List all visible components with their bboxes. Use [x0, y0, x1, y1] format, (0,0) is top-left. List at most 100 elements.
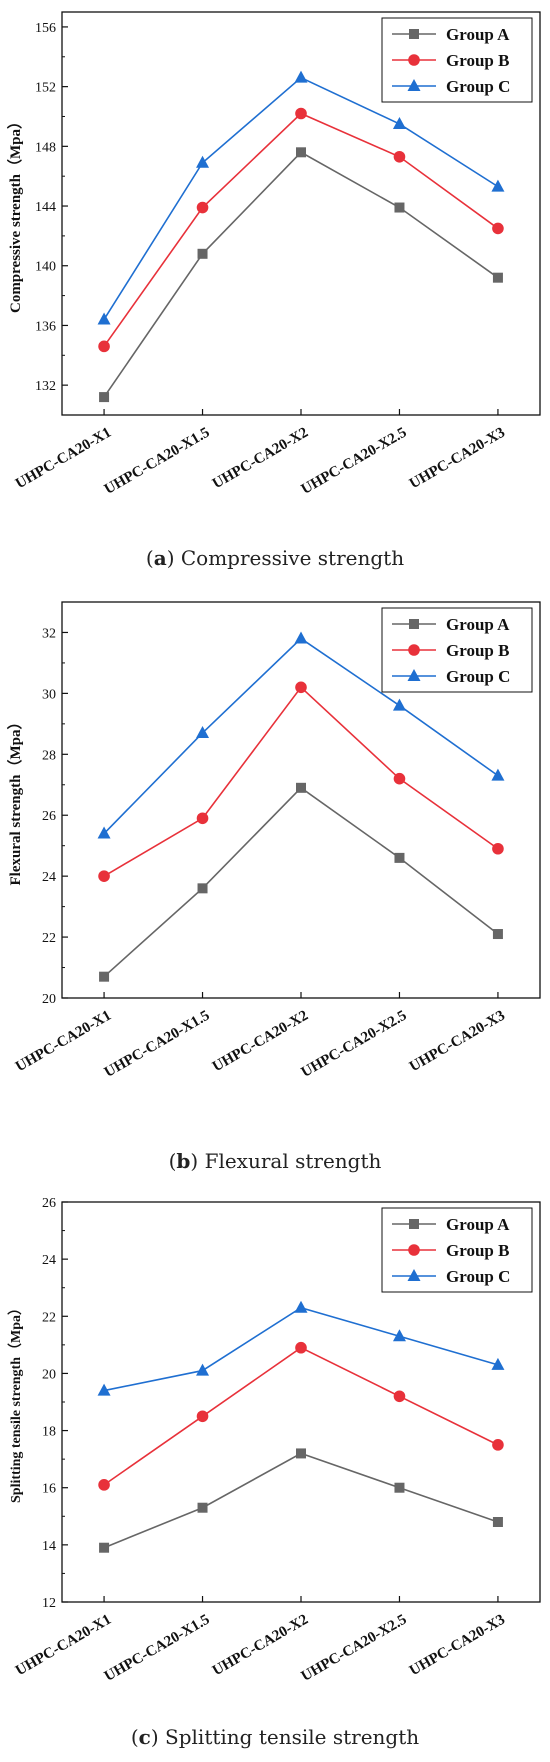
legend-label: Group C	[446, 77, 510, 96]
data-point	[393, 772, 406, 785]
y-tick-label: 18	[42, 1425, 56, 1440]
x-tick-label: UHPC-CA20-X2.5	[299, 425, 410, 498]
data-point	[492, 1439, 504, 1451]
y-tick-label: 152	[35, 81, 56, 96]
y-tick-label: 20	[42, 1367, 56, 1382]
series-line	[103, 151, 499, 398]
y-tick-label: 32	[42, 626, 56, 641]
legend-label: Group A	[446, 25, 510, 44]
data-point	[98, 1479, 110, 1491]
compressive-strength-chart: 132136140144148152156UHPC-CA20-X1UHPC-CA…	[6, 11, 541, 498]
data-point	[492, 272, 503, 283]
data-point	[99, 392, 110, 403]
y-tick-label: 132	[35, 379, 56, 394]
series-group-c	[97, 631, 505, 839]
y-tick-label: 140	[35, 260, 56, 275]
y-tick-label: 24	[42, 870, 56, 885]
legend: Group A Group B Group C	[381, 607, 533, 693]
data-point	[97, 1383, 111, 1396]
legend-marker	[407, 669, 421, 681]
legend-marker	[408, 644, 420, 656]
data-point	[393, 1390, 406, 1403]
series-group-c	[97, 70, 505, 325]
data-point	[491, 1357, 505, 1370]
legend-marker	[409, 29, 419, 39]
flexural-strength-panel: 20 22 24 26 28 30 32 UHPC-CA20-X1 UHPC-CA20-X1.5…	[0, 590, 550, 1185]
y-tick-label: 24	[42, 1253, 56, 1268]
data-point	[294, 1300, 308, 1313]
y-axis-title: Compressive strength（Mpa）	[6, 114, 24, 313]
x-tick-label: UHPC-CA20-X2.5	[299, 1612, 410, 1685]
data-point	[196, 1363, 210, 1376]
legend-label: Group B	[446, 641, 509, 660]
series-group-b	[98, 681, 504, 882]
x-tick-label: UHPC-CA20-X1.5	[102, 1612, 213, 1685]
data-point	[394, 1482, 405, 1493]
data-point	[492, 929, 503, 940]
data-point	[295, 107, 307, 120]
y-tick-label: 22	[42, 931, 56, 946]
compressive-strength-panel: 132 136 140 144 148 152 156 UHPC-CA20-X1 UHPC-CA…	[0, 0, 550, 575]
legend-marker	[408, 1244, 420, 1256]
data-point	[295, 681, 307, 694]
splitting-tensile-strength-chart: 12 14 16 18 20 22 24 26 UHPC-CA20-X1UHPC-CA20-X1…	[8, 1196, 541, 1685]
legend-marker	[409, 619, 419, 629]
x-tick-label: UHPC-CA20-X3	[407, 425, 508, 493]
y-tick-label: 26	[42, 1196, 56, 1211]
data-point	[196, 1410, 209, 1423]
x-tick-label: UHPC-CA20-X3	[407, 1612, 508, 1680]
flexural-strength-chart: 20 22 24 26 28 30 32 UHPC-CA20-X1UHPC-CA20-X1.5…	[6, 601, 541, 1081]
series-group-b	[98, 107, 504, 353]
legend: Group A Group B Group C	[381, 17, 533, 103]
x-tick-label: UHPC-CA20-X1.5	[102, 1008, 213, 1081]
data-point	[97, 312, 111, 325]
data-point	[394, 852, 405, 863]
data-point	[491, 768, 505, 781]
data-point	[492, 842, 504, 855]
data-point	[296, 147, 306, 158]
data-point	[97, 826, 111, 839]
legend-label: Group A	[446, 615, 510, 634]
legend-marker	[407, 79, 421, 91]
y-tick-label: 20	[42, 992, 56, 1007]
data-point	[197, 883, 208, 894]
caption-letter: b	[176, 1149, 191, 1173]
series-group-b	[98, 1341, 504, 1491]
x-tick-label: UHPC-CA20-X2.5	[299, 1008, 410, 1081]
data-point	[98, 870, 110, 882]
series-group-a	[99, 782, 503, 982]
x-tick-label: UHPC-CA20-X1	[13, 425, 114, 493]
caption-letter: c	[138, 1725, 151, 1749]
series-group-a	[99, 1448, 503, 1553]
legend-label: Group B	[446, 51, 509, 70]
y-tick-label: 30	[42, 687, 56, 702]
data-point	[295, 1341, 307, 1354]
series-line	[103, 1452, 499, 1549]
y-tick-label: 144	[35, 200, 56, 215]
series-line	[103, 786, 499, 978]
caption-text: Compressive strength	[174, 546, 405, 570]
x-tick-label: UHPC-CA20-X2	[210, 425, 311, 493]
legend-marker	[408, 54, 420, 66]
y-tick-label: 156	[35, 21, 56, 36]
y-tick-label: 14	[42, 1539, 56, 1554]
y-tick-label: 28	[42, 748, 56, 763]
x-tick-label: UHPC-CA20-X1.5	[102, 425, 213, 498]
data-point	[197, 1502, 208, 1513]
data-point	[392, 1329, 406, 1342]
caption-text: Flexural strength	[198, 1149, 382, 1173]
y-axis-title: Flexural strength（Mpa）	[6, 715, 24, 886]
legend-label: Group B	[446, 1241, 509, 1260]
legend-marker	[407, 1269, 421, 1281]
caption-text: Splitting tensile strength	[158, 1725, 420, 1749]
data-point	[294, 631, 308, 644]
y-tick-label: 136	[35, 319, 56, 334]
x-tick-label: UHPC-CA20-X3	[407, 1008, 508, 1076]
data-point	[196, 812, 209, 825]
series-line	[103, 1346, 499, 1486]
figure-caption: (a) Compressive strength	[145, 546, 405, 570]
x-tick-label: UHPC-CA20-X1	[13, 1612, 114, 1680]
data-point	[492, 1517, 503, 1527]
series-line	[103, 686, 499, 877]
y-tick-label: 22	[42, 1310, 56, 1325]
